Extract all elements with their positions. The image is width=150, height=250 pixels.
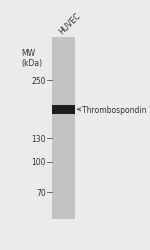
Text: 250: 250 [32, 76, 46, 86]
Text: 100: 100 [32, 158, 46, 166]
Bar [52, 38, 75, 219]
Text: 70: 70 [36, 188, 46, 197]
Bar [52, 106, 75, 114]
Text: HUVEC: HUVEC [57, 11, 82, 36]
Text: MW
(kDa): MW (kDa) [21, 49, 42, 68]
Text: Thrombospondin 1: Thrombospondin 1 [82, 106, 150, 114]
Text: 130: 130 [32, 134, 46, 143]
